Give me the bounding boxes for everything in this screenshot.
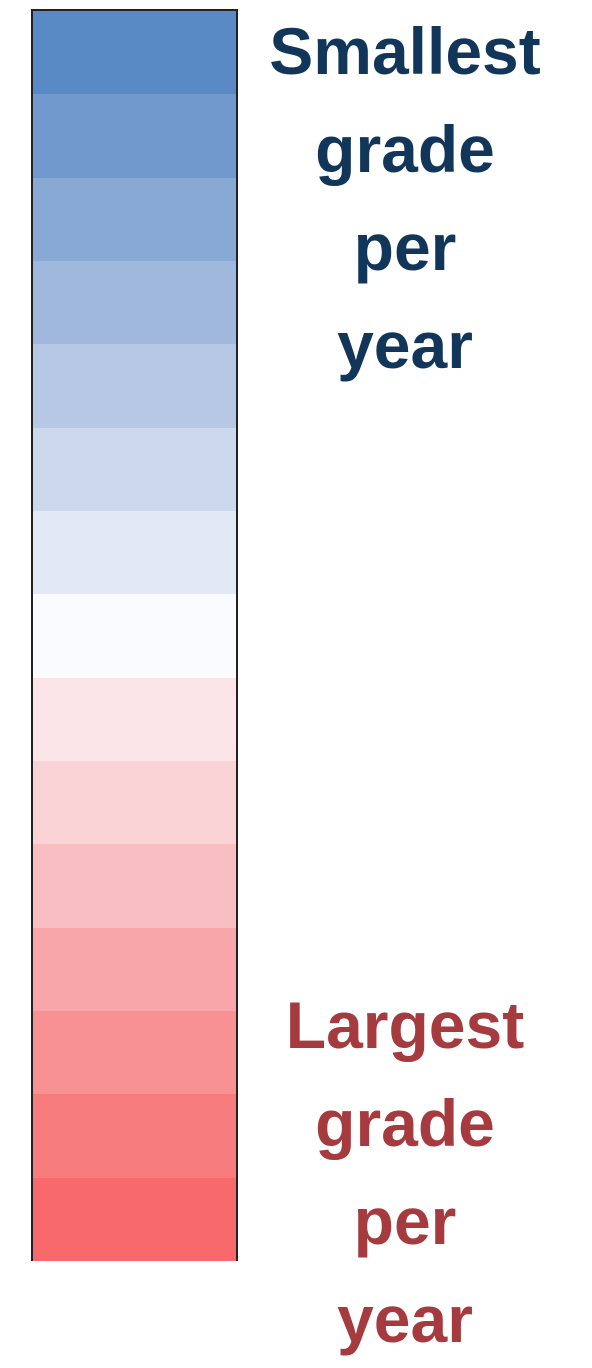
scale-swatch xyxy=(33,260,236,345)
smallest-grade-label: Smallest grade per year xyxy=(255,2,555,394)
scale-swatch xyxy=(33,510,236,595)
scale-swatch xyxy=(33,177,236,261)
smallest-grade-label-line-1: Smallest xyxy=(269,14,541,88)
scale-swatch xyxy=(33,344,236,428)
scale-swatch xyxy=(33,844,236,928)
scale-swatch xyxy=(33,594,236,678)
scale-swatch xyxy=(33,94,236,178)
scale-swatch xyxy=(33,677,236,761)
largest-grade-label-line-2: grade per xyxy=(315,1086,495,1258)
scale-swatch xyxy=(33,760,236,845)
smallest-grade-label-line-3: year xyxy=(337,308,473,382)
scale-swatch xyxy=(33,11,236,95)
scale-swatch xyxy=(33,427,236,511)
scale-swatch xyxy=(33,1177,236,1261)
color-scale-bar xyxy=(31,9,238,1261)
largest-grade-label: Largest grade per year xyxy=(255,976,555,1368)
largest-grade-label-line-3: year xyxy=(337,1282,473,1356)
scale-swatch xyxy=(33,927,236,1011)
largest-grade-label-line-1: Largest xyxy=(285,988,525,1062)
scale-swatch xyxy=(33,1094,236,1178)
smallest-grade-label-line-2: grade per xyxy=(315,112,495,284)
scale-swatch xyxy=(33,1010,236,1095)
